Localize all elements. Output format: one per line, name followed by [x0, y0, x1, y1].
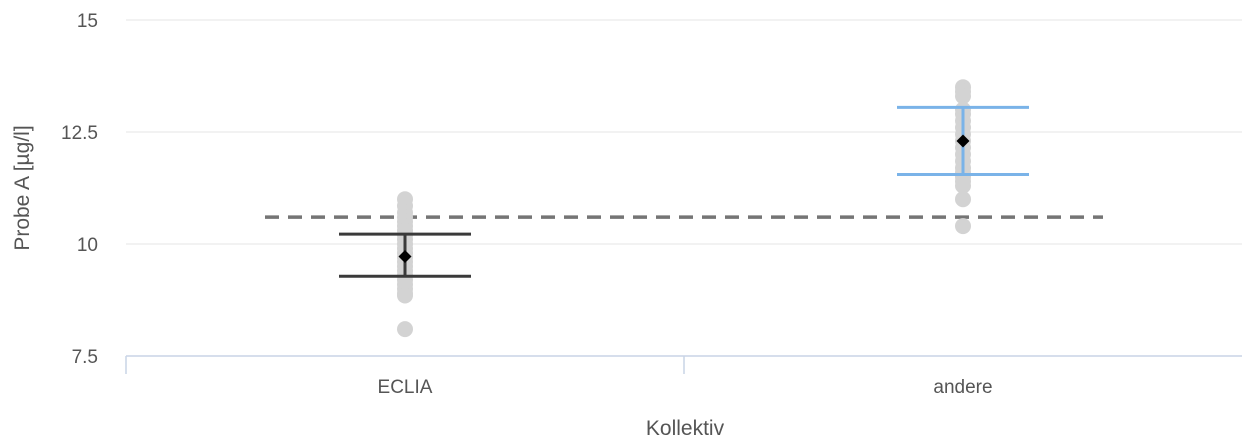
- y-tick-label: 7.5: [72, 347, 98, 368]
- mean-marker: [956, 134, 970, 148]
- x-tick-label: andere: [933, 377, 992, 398]
- grid-lines: [126, 19, 1242, 245]
- axes: 7.5 10 12.5 15 ECLIA andere: [61, 11, 1242, 398]
- data-point: [955, 88, 971, 105]
- data-point: [955, 218, 971, 235]
- y-tick-label: 10: [77, 235, 98, 256]
- mean-marker: [398, 250, 412, 264]
- y-axis-title: Probe A [µg/l]: [11, 125, 34, 250]
- error-bars: [339, 105, 1029, 278]
- data-points: [397, 79, 971, 338]
- mean-markers: [398, 134, 970, 264]
- y-tick-label: 12.5: [61, 123, 98, 144]
- data-point: [397, 287, 413, 304]
- x-tick-label: ECLIA: [378, 377, 433, 398]
- data-point: [955, 177, 971, 194]
- data-point: [397, 321, 413, 338]
- data-point: [955, 191, 971, 208]
- y-tick-label: 15: [77, 11, 98, 32]
- x-axis-title: Kollektiv: [646, 417, 725, 440]
